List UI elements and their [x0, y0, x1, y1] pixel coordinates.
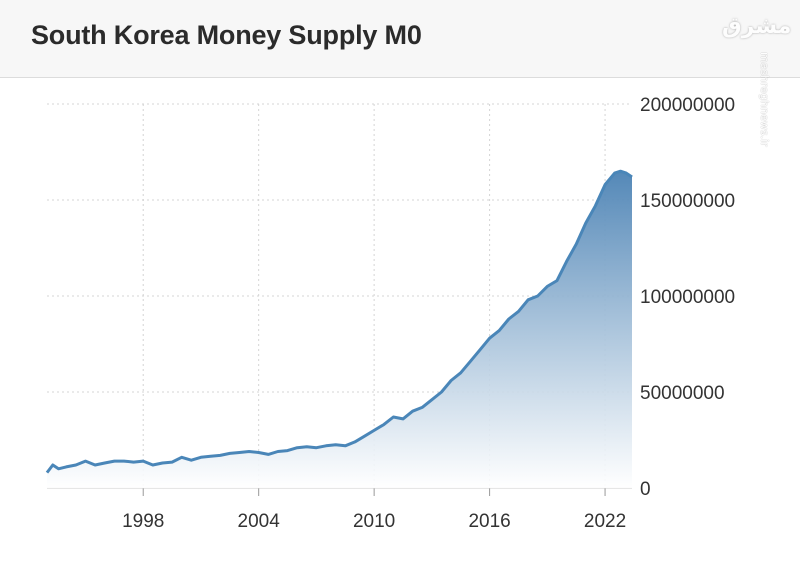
y-tick-label: 200000000 — [640, 95, 735, 116]
watermark-site: mashreghnews.ir — [758, 52, 771, 147]
x-tick-label: 2022 — [584, 511, 626, 532]
x-tick-label: 2004 — [238, 511, 281, 532]
watermark-logo: مشرق — [722, 14, 792, 39]
y-tick-label: 100000000 — [640, 287, 735, 308]
y-tick-label: 50000000 — [640, 383, 725, 404]
x-tick-label: 1998 — [122, 511, 164, 532]
series-area — [47, 171, 632, 488]
y-tick-label: 150000000 — [640, 191, 735, 212]
watermark: مشرق mashreghnews.ir — [718, 8, 792, 147]
chart-title: South Korea Money Supply M0 — [31, 20, 422, 50]
y-tick-label: 0 — [640, 479, 651, 500]
x-tick-label: 2010 — [353, 511, 395, 532]
chart-header: South Korea Money Supply M0 — [0, 0, 800, 78]
series-line — [45, 169, 633, 474]
x-tick-label: 2016 — [468, 511, 510, 532]
